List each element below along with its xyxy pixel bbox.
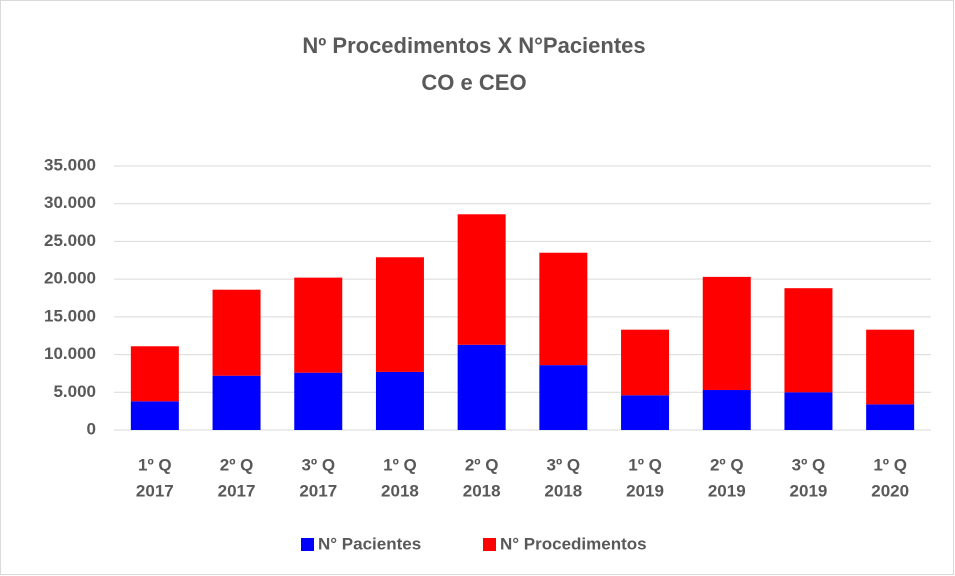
bar-segment bbox=[212, 289, 261, 376]
bar-segment bbox=[702, 276, 751, 391]
legend-label: N° Procedimentos bbox=[500, 534, 647, 553]
x-tick-label: 2017 bbox=[136, 481, 174, 500]
bar-segment bbox=[457, 344, 506, 430]
x-tick-label: 2º Q bbox=[465, 455, 499, 474]
y-tick-label: 30.000 bbox=[44, 193, 96, 212]
chart-title: Nº Procedimentos X N°Pacientes bbox=[302, 33, 645, 58]
x-tick-label: 2018 bbox=[544, 481, 582, 500]
x-tick-label: 2019 bbox=[790, 481, 828, 500]
bar-segment bbox=[294, 277, 343, 373]
bar-segment bbox=[130, 346, 179, 402]
bar-segment bbox=[375, 257, 424, 372]
y-tick-label: 35.000 bbox=[44, 155, 96, 174]
x-tick-label: 2019 bbox=[626, 481, 664, 500]
bar-segment bbox=[130, 401, 179, 430]
y-tick-label: 15.000 bbox=[44, 306, 96, 325]
bar-segment bbox=[539, 252, 588, 366]
x-tick-label: 2018 bbox=[381, 481, 419, 500]
y-tick-label: 5.000 bbox=[53, 382, 96, 401]
legend-label: N° Pacientes bbox=[318, 534, 421, 553]
x-tick-label: 2020 bbox=[871, 481, 909, 500]
bar-segment bbox=[784, 392, 833, 430]
bar-segment bbox=[375, 371, 424, 430]
y-tick-label: 20.000 bbox=[44, 269, 96, 288]
bar-segment bbox=[866, 404, 915, 430]
bar-segment bbox=[784, 288, 833, 393]
legend-swatch bbox=[483, 538, 496, 551]
bar-segment bbox=[294, 372, 343, 430]
bar-segment bbox=[621, 329, 670, 396]
x-tick-label: 2018 bbox=[463, 481, 501, 500]
bar-segment bbox=[539, 365, 588, 430]
x-tick-label: 2017 bbox=[299, 481, 337, 500]
x-tick-label: 3º Q bbox=[792, 455, 826, 474]
legend-swatch bbox=[301, 538, 314, 551]
x-tick-label: 2019 bbox=[708, 481, 746, 500]
x-tick-label: 3º Q bbox=[301, 455, 335, 474]
bar-segment bbox=[457, 214, 506, 345]
bar-segment bbox=[212, 375, 261, 430]
bar-segment bbox=[621, 395, 670, 430]
x-tick-label: 3º Q bbox=[547, 455, 581, 474]
x-tick-label: 1º Q bbox=[138, 455, 172, 474]
x-tick-label: 1º Q bbox=[628, 455, 662, 474]
x-tick-label: 2º Q bbox=[710, 455, 744, 474]
chart-subtitle: CO e CEO bbox=[421, 70, 526, 95]
bar-segment bbox=[866, 329, 915, 405]
x-tick-label: 1º Q bbox=[873, 455, 907, 474]
bar-segment bbox=[702, 390, 751, 430]
y-tick-label: 0 bbox=[87, 419, 96, 438]
x-tick-label: 2º Q bbox=[220, 455, 254, 474]
x-tick-label: 1º Q bbox=[383, 455, 417, 474]
y-tick-label: 10.000 bbox=[44, 344, 96, 363]
y-tick-label: 25.000 bbox=[44, 231, 96, 250]
x-tick-label: 2017 bbox=[218, 481, 256, 500]
